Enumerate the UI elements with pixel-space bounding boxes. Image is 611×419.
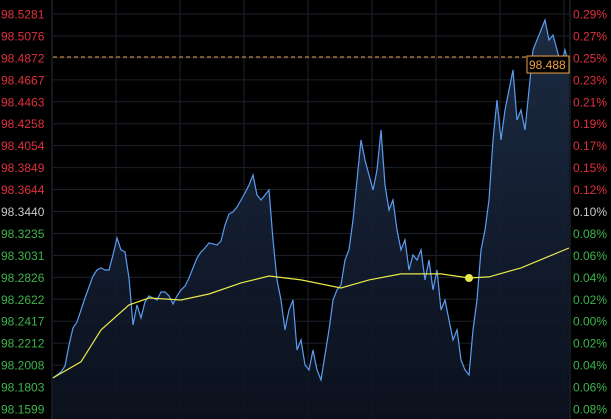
left-tick-label: 98.4054 [1,139,45,153]
right-tick-label: 0.02% [573,293,607,307]
average-marker[interactable] [465,274,473,283]
right-tick-label: 0.06% [573,381,607,395]
right-percent-axis: 0.29% 0.27% 0.25% 0.23% 0.21% 0.19% 0.17% 0.15%… [573,8,607,417]
right-tick-label: 0.00% [573,315,607,329]
right-tick-label: 0.08% [573,403,607,417]
left-tick-label: 98.3440 [1,205,45,219]
price-area-fill [53,20,569,419]
left-tick-label: 98.3031 [1,249,45,263]
right-tick-label: 0.25% [573,51,607,65]
left-tick-label: 98.1599 [1,403,45,417]
right-tick-label: 0.17% [573,139,607,153]
right-tick-label: 0.04% [573,359,607,373]
right-tick-label: 0.23% [573,73,607,87]
left-tick-label: 98.4872 [1,51,45,65]
left-tick-label: 98.2008 [1,359,45,373]
current-price-label: 98.488 [529,58,566,72]
right-tick-label: 0.29% [573,8,607,22]
left-tick-label: 98.2212 [1,337,45,351]
right-tick-label: 0.06% [573,249,607,263]
left-tick-label: 98.5281 [1,8,45,22]
right-tick-label: 0.19% [573,117,607,131]
left-tick-label: 98.5076 [1,29,45,43]
left-tick-label: 98.2622 [1,293,45,307]
left-tick-label: 98.4463 [1,95,45,109]
right-tick-label: 0.15% [573,161,607,175]
left-tick-label: 98.2417 [1,315,45,329]
left-tick-label: 98.2826 [1,271,45,285]
right-tick-label: 0.27% [573,29,607,43]
left-price-axis: 98.5281 98.5076 98.4872 98.4667 98.4463 98.42… [1,8,45,417]
left-tick-label: 98.3849 [1,161,45,175]
left-tick-label: 98.4667 [1,73,45,87]
right-tick-label: 0.02% [573,337,607,351]
right-tick-label: 0.21% [573,95,607,109]
left-tick-label: 98.1803 [1,381,45,395]
right-tick-label: 0.04% [573,271,607,285]
current-price-tag: 98.488 [526,55,570,74]
right-tick-label: 0.08% [573,227,607,241]
price-line [52,17,570,383]
right-tick-label: 0.10% [573,205,607,219]
current-price-box [526,55,570,74]
left-tick-label: 98.4258 [1,117,45,131]
left-tick-label: 98.3644 [1,183,45,197]
right-tick-label: 0.12% [573,183,607,197]
left-tick-label: 98.3235 [1,227,45,241]
